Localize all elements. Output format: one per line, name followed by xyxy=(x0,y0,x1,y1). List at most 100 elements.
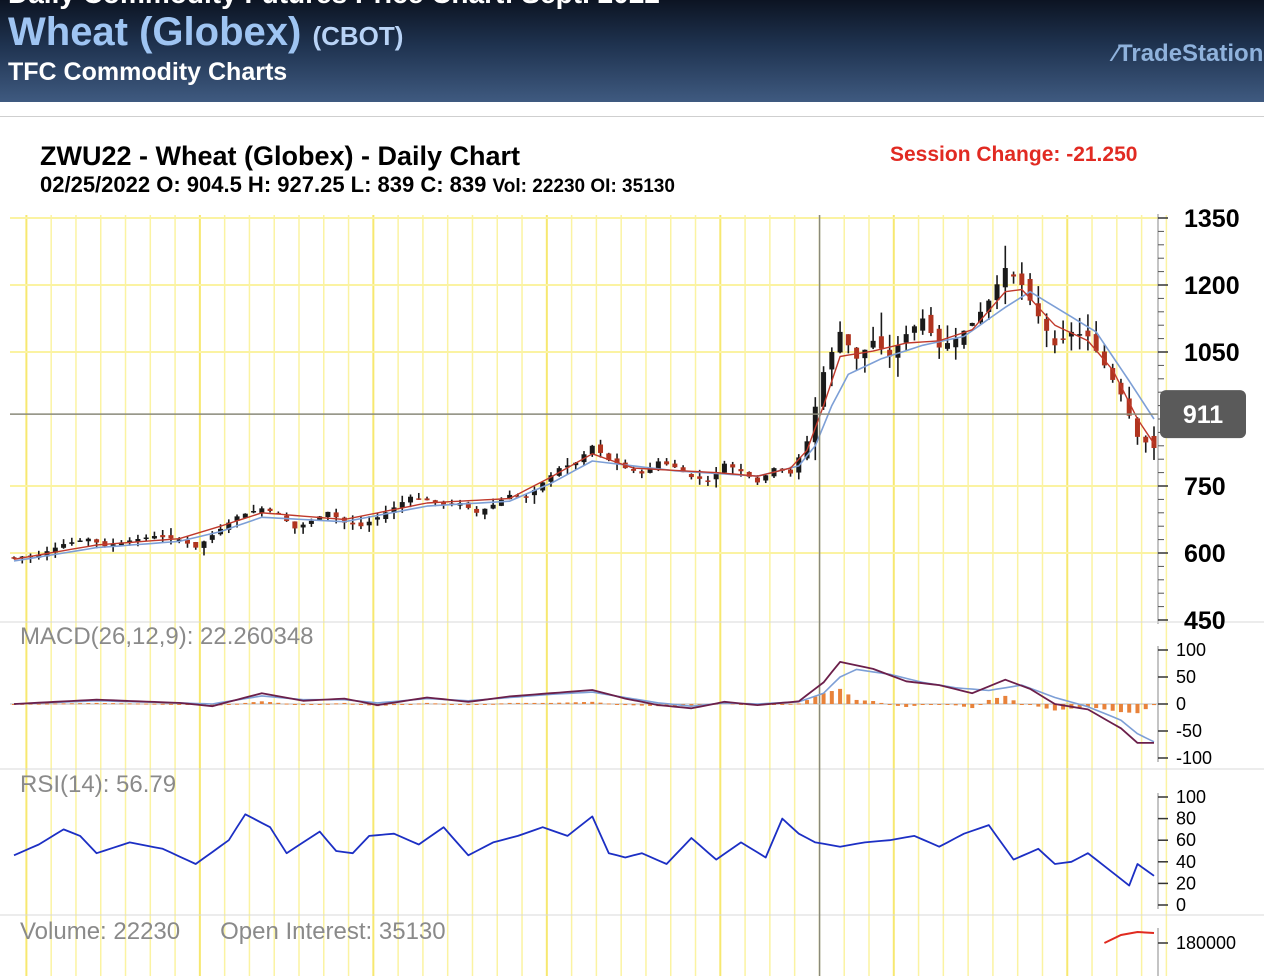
macd-histogram-bar xyxy=(301,704,306,706)
product-name: Wheat (Globex) xyxy=(8,10,302,54)
candle-body xyxy=(911,326,917,333)
candle-body xyxy=(746,471,752,477)
macd-histogram-bar xyxy=(284,703,289,705)
candle-body xyxy=(639,471,645,474)
candle-body xyxy=(1143,436,1149,443)
macd-histogram-bar xyxy=(45,703,50,705)
macd-histogram-bar xyxy=(1152,704,1156,706)
macd-histogram-bar xyxy=(408,704,413,705)
candle-body xyxy=(201,541,207,548)
macd-histogram-bar xyxy=(433,703,438,705)
moving-average-slow xyxy=(13,290,1155,562)
candle-body xyxy=(193,542,199,548)
chart-canvas[interactable]: 450600750105012001350100500-50-100100806… xyxy=(0,205,1264,976)
y-tick-label: 80 xyxy=(1176,809,1196,829)
candle-body xyxy=(61,544,67,548)
candle-body xyxy=(1126,398,1132,416)
candle-body xyxy=(862,349,868,359)
macd-histogram-bar xyxy=(177,704,182,705)
y-tick-label: 1200 xyxy=(1184,272,1240,300)
macd-histogram-bar xyxy=(119,703,124,705)
candle-body xyxy=(961,330,967,345)
candle-body xyxy=(118,542,124,546)
macd-histogram-bar xyxy=(1011,700,1016,704)
candle-body xyxy=(416,498,422,500)
macd-histogram-bar xyxy=(61,703,66,705)
candle-body xyxy=(1052,338,1058,346)
candle-body xyxy=(1093,334,1099,351)
candle-body xyxy=(994,284,1000,301)
macd-histogram-bar xyxy=(995,697,1000,704)
macd-histogram-bar xyxy=(78,703,83,705)
candle-body xyxy=(226,522,232,530)
candle-body xyxy=(531,490,537,496)
macd-histogram-bar xyxy=(400,704,405,705)
candle-body xyxy=(936,328,942,348)
macd-histogram-bar xyxy=(36,703,41,705)
candle-body xyxy=(903,334,909,343)
y-tick-label: -50 xyxy=(1176,721,1202,741)
macd-histogram-bar xyxy=(689,704,694,707)
volume-panel-label: Volume: 22230 Open Interest: 35130 xyxy=(20,918,486,946)
macd-histogram-bar xyxy=(1019,704,1024,705)
macd-histogram-bar xyxy=(276,702,281,704)
candle-body xyxy=(110,544,116,547)
y-tick-label: 40 xyxy=(1176,852,1196,872)
candle-body xyxy=(680,467,686,473)
crosshair-price-label: 911 xyxy=(1183,401,1223,429)
open-interest-line xyxy=(1103,930,1155,944)
macd-histogram-bar xyxy=(367,704,372,706)
moving-average-fast xyxy=(13,288,1155,560)
macd-histogram-bar xyxy=(962,704,966,707)
macd-histogram-bar xyxy=(805,700,810,704)
macd-histogram-bar xyxy=(507,702,512,704)
candle-body xyxy=(333,512,339,518)
macd-histogram-bar xyxy=(425,702,430,704)
macd-histogram-bar xyxy=(135,703,140,705)
candle-body xyxy=(350,522,356,525)
candle-body xyxy=(490,504,496,509)
macd-histogram-bar xyxy=(978,704,983,705)
candle-body xyxy=(730,464,736,468)
candle-body xyxy=(978,311,984,323)
candle-body xyxy=(754,477,760,483)
candle-body xyxy=(366,521,372,526)
candle-body xyxy=(1077,334,1083,336)
candle-body xyxy=(548,475,554,482)
macd-histogram-bar xyxy=(1044,704,1049,709)
macd-histogram-bar xyxy=(168,703,173,705)
macd-histogram-bar xyxy=(838,688,843,704)
candle-body xyxy=(821,372,827,407)
ohlc-values: 02/25/2022 O: 904.5 H: 927.25 L: 839 C: … xyxy=(40,172,487,197)
candle-body xyxy=(598,444,604,453)
candle-body xyxy=(374,517,380,520)
candle-body xyxy=(358,522,364,527)
y-tick-label: 100 xyxy=(1176,640,1206,660)
candle-body xyxy=(664,461,670,465)
macd-histogram-bar xyxy=(821,693,826,704)
macd-histogram-bar xyxy=(342,702,347,704)
macd-histogram-bar xyxy=(557,702,562,704)
candle-body xyxy=(1019,273,1025,285)
macd-histogram-bar xyxy=(548,702,553,704)
candle-body xyxy=(168,535,174,539)
session-change: Session Change: -21.250 xyxy=(890,143,1138,166)
candle-body xyxy=(589,445,595,454)
macd-histogram-bar xyxy=(1085,704,1090,707)
candle-body xyxy=(259,508,265,513)
macd-histogram-bar xyxy=(648,704,653,706)
candle-body xyxy=(672,463,678,468)
macd-histogram-bar xyxy=(491,703,496,705)
macd-histogram-bar xyxy=(86,703,91,705)
macd-histogram-bar xyxy=(350,703,355,705)
macd-histogram-bar xyxy=(598,702,603,704)
candle-body xyxy=(688,474,694,478)
candle-body xyxy=(523,496,529,498)
candle-body xyxy=(788,469,794,474)
candle-body xyxy=(292,521,298,529)
y-tick-label: 100 xyxy=(1176,787,1206,807)
candle-body xyxy=(1101,351,1107,366)
candle-body xyxy=(647,467,653,473)
candle-body xyxy=(383,512,389,520)
rsi-panel-label: RSI(14): 56.79 xyxy=(20,771,177,798)
